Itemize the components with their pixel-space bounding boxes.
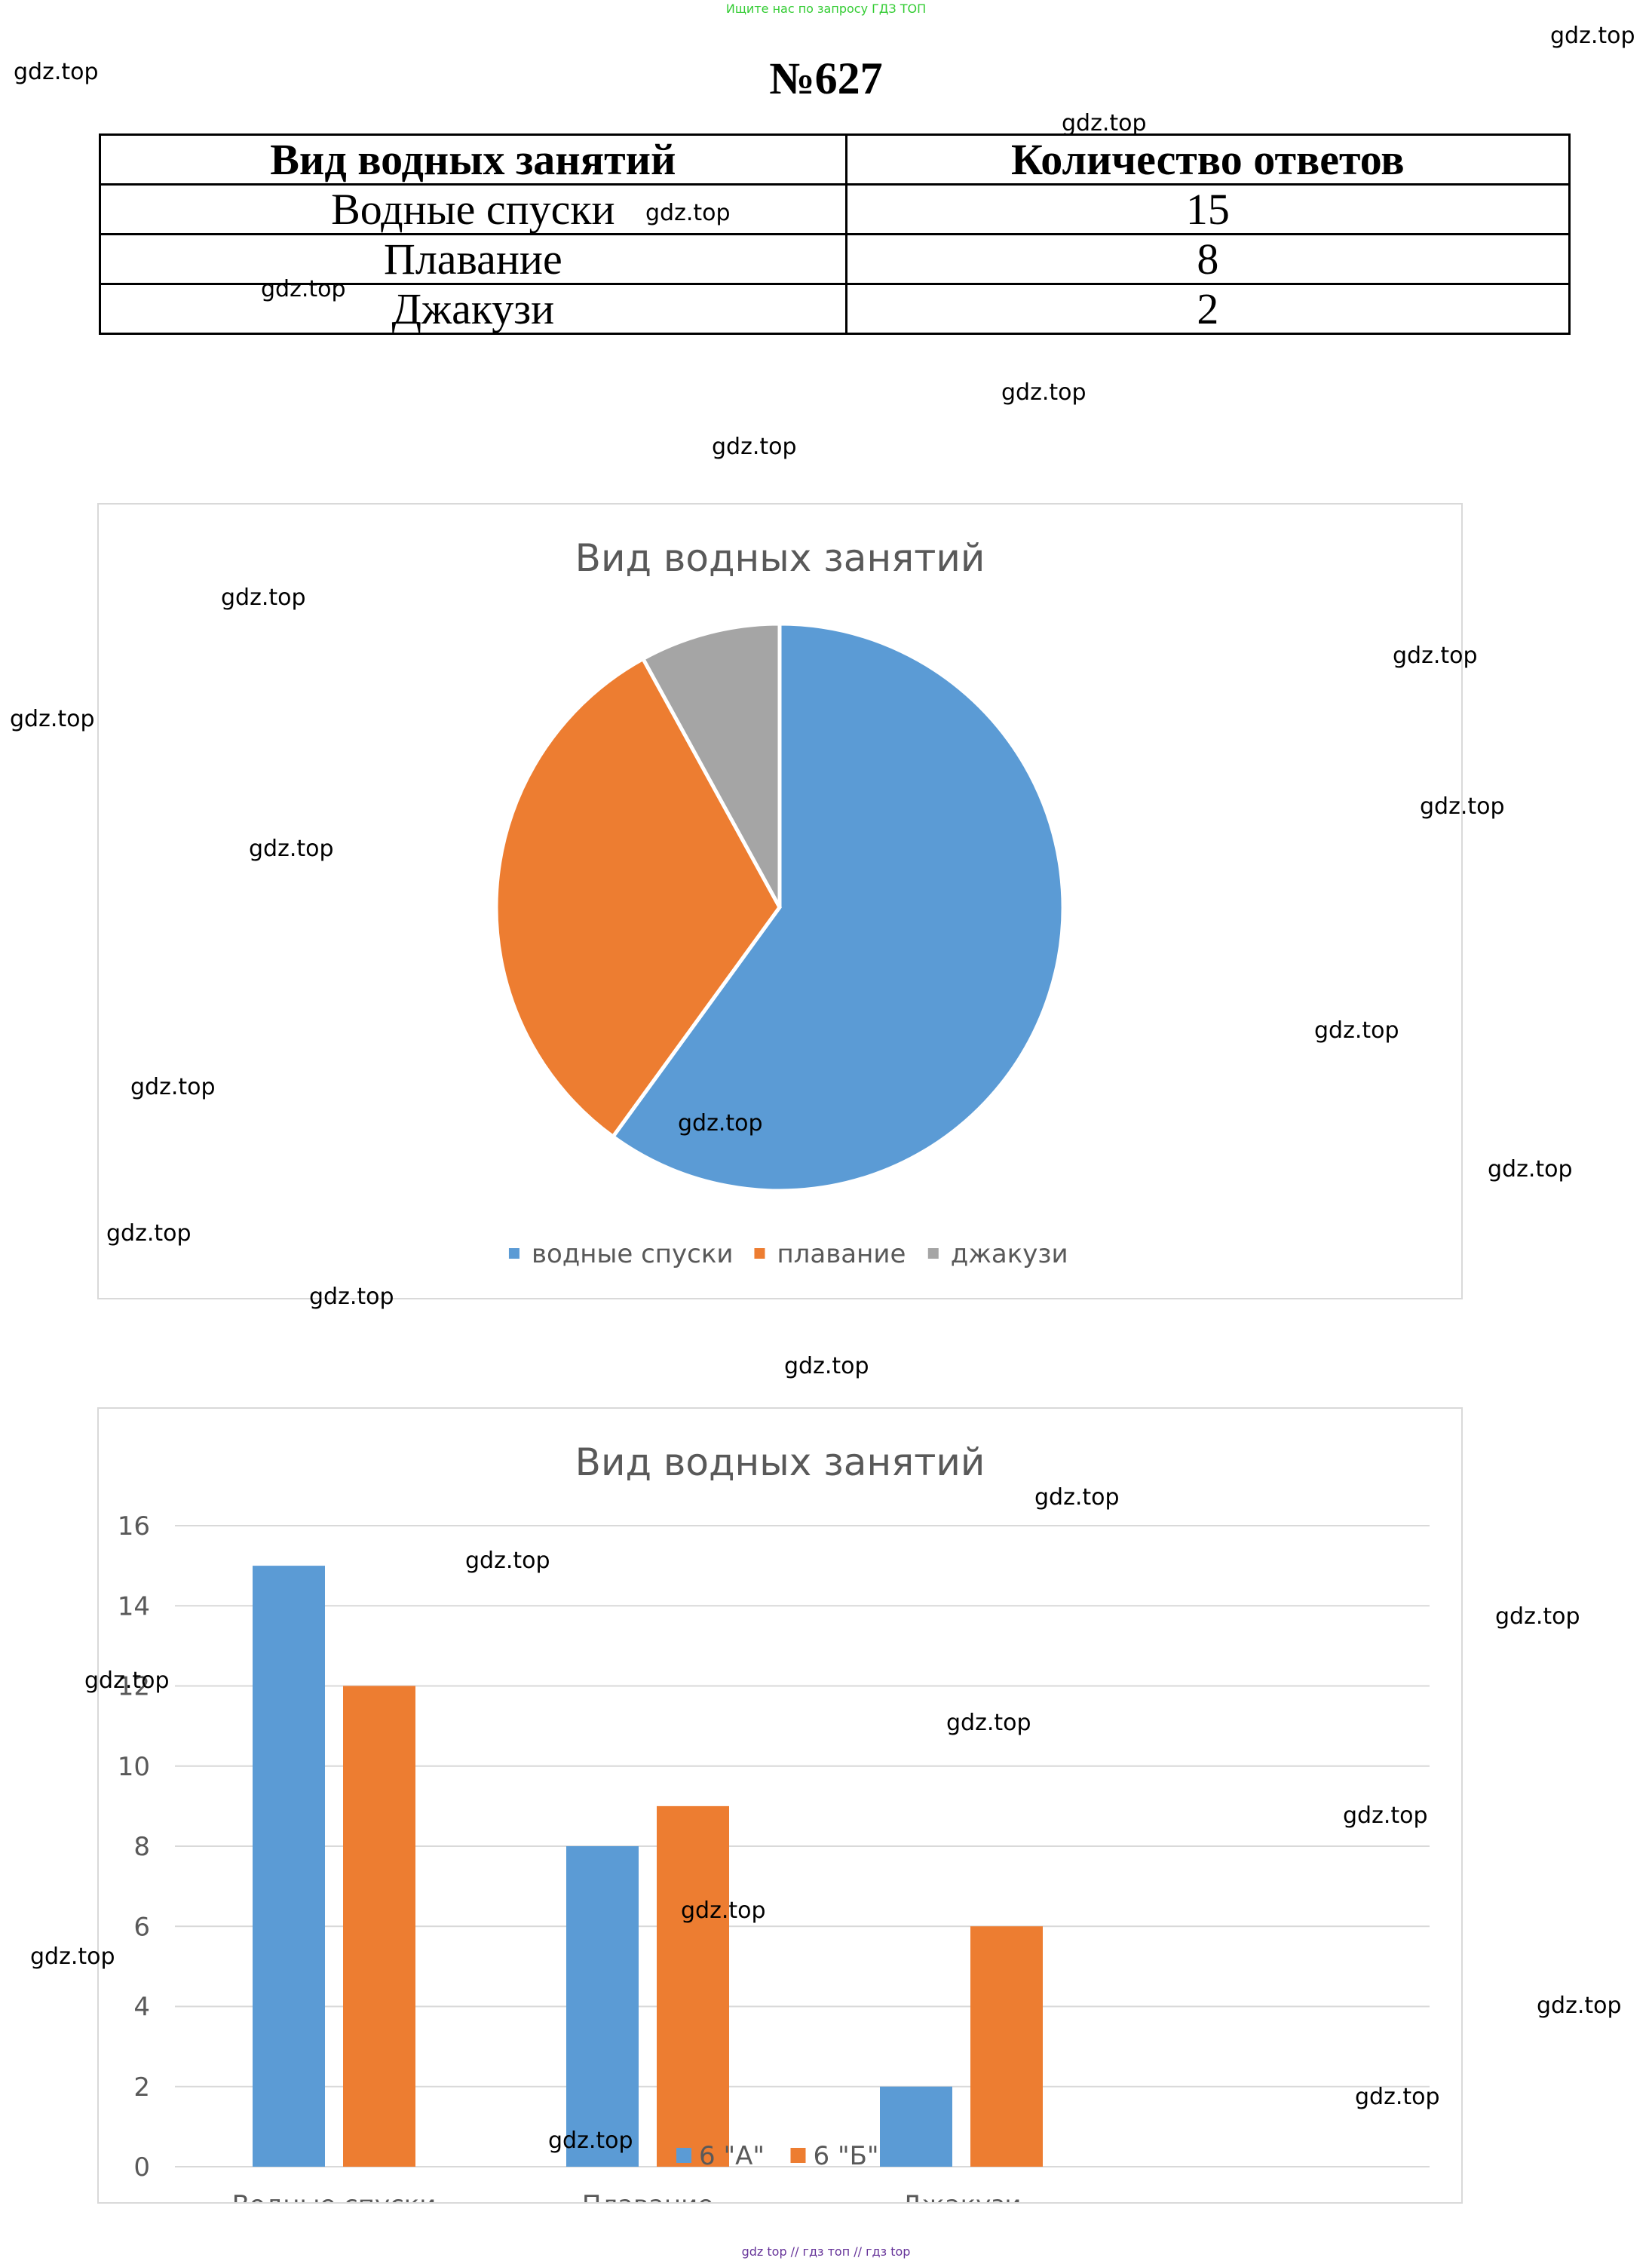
bar-category-label-2: Джакузи <box>902 2190 1022 2202</box>
pie-slice-1 <box>494 656 782 1140</box>
bar-ytick-4: 8 <box>133 1832 150 1862</box>
watermark: gdz.top <box>1062 110 1147 137</box>
pie-legend-swatch-0 <box>508 1248 520 1259</box>
table-row: Водные спуски 15 <box>99 183 1571 235</box>
pie-legend-label-2: джакузи <box>951 1239 1068 1269</box>
bar-legend-label-0: 6 "А" <box>699 2141 765 2171</box>
pie-slice-2 <box>640 621 782 909</box>
table-cell: 15 <box>844 183 1571 235</box>
table-row: Плавание 8 <box>99 233 1571 285</box>
watermark: gdz.top <box>10 706 95 732</box>
bar-2-0 <box>880 2086 952 2167</box>
pie-chart: Вид водных занятий водные спуски плавание д… <box>97 503 1463 1299</box>
pie-chart-title: Вид водных занятий <box>575 536 985 580</box>
bar-ytick-3: 6 <box>133 1912 150 1942</box>
bar-ytick-0: 0 <box>133 2152 150 2183</box>
pie-legend-label-1: плавание <box>777 1239 906 1269</box>
bar-chart: Вид водных занятий 0 2 4 6 8 10 12 14 16 Водные сп… <box>97 1407 1463 2204</box>
watermark: gdz.top <box>1001 379 1087 406</box>
watermark: gdz.top <box>1488 1156 1573 1183</box>
bar-ytick-7: 14 <box>118 1591 150 1621</box>
table-cell: Водные спуски <box>99 183 847 235</box>
bar-0-0 <box>253 1566 325 2167</box>
bar-ytick-2: 4 <box>133 1993 150 2023</box>
table-cell: Джакузи <box>99 283 847 335</box>
top-banner: Ищите нас по запросу ГДЗ ТОП <box>725 2 927 16</box>
bar-legend-swatch-0 <box>676 2148 691 2163</box>
bar-ytick-1: 2 <box>133 2072 150 2103</box>
bar-2-1 <box>970 1926 1043 2167</box>
footer-links: gdz top // гдз топ // гдз top <box>741 2244 911 2259</box>
table-header-cell: Вид водных занятий <box>99 133 847 186</box>
bar-legend-label-1: 6 "Б" <box>814 2141 879 2171</box>
table-cell: 2 <box>844 283 1571 335</box>
bar-chart-svg: Вид водных занятий 0 2 4 6 8 10 12 14 16 Водные сп… <box>118 1440 1430 2202</box>
table-header-row: Вид водных занятий Количество ответов <box>99 133 1571 186</box>
table-row: Джакузи 2 <box>99 283 1571 335</box>
table-header-cell: Количество ответов <box>844 133 1571 186</box>
data-table: Вид водных занятий Количество ответов Во… <box>99 133 1571 335</box>
table-cell: 8 <box>844 233 1571 285</box>
bar-ytick-5: 10 <box>118 1752 150 1782</box>
pie-legend-label-0: водные спуски <box>532 1239 734 1269</box>
watermark: gdz.top <box>1495 1603 1580 1630</box>
bar-ytick-6: 12 <box>118 1672 150 1702</box>
bar-0-1 <box>343 1686 415 2167</box>
pie-slice-0 <box>610 621 1065 1193</box>
bar-ytick-8: 16 <box>118 1511 150 1542</box>
watermark: gdz.top <box>1537 1993 1622 2019</box>
watermark: gdz.top <box>784 1353 869 1379</box>
pie-legend-swatch-2 <box>927 1248 939 1259</box>
problem-number: №627 <box>769 54 883 103</box>
bar-legend-swatch-1 <box>790 2148 806 2163</box>
bar-chart-title: Вид водных занятий <box>575 1440 985 1484</box>
watermark: gdz.top <box>1550 23 1635 49</box>
pie-chart-svg: Вид водных занятий водные спуски плавание д… <box>494 536 1068 1269</box>
pie-legend-swatch-1 <box>754 1248 765 1259</box>
watermark: gdz.top <box>712 434 797 460</box>
bar-category-label-0: Водные спуски <box>232 2190 437 2202</box>
bar-1-0 <box>566 1846 639 2167</box>
bar-1-1 <box>657 1805 729 2167</box>
table-cell: Плавание <box>99 233 847 285</box>
bar-category-label-1: Плавание <box>582 2190 713 2202</box>
